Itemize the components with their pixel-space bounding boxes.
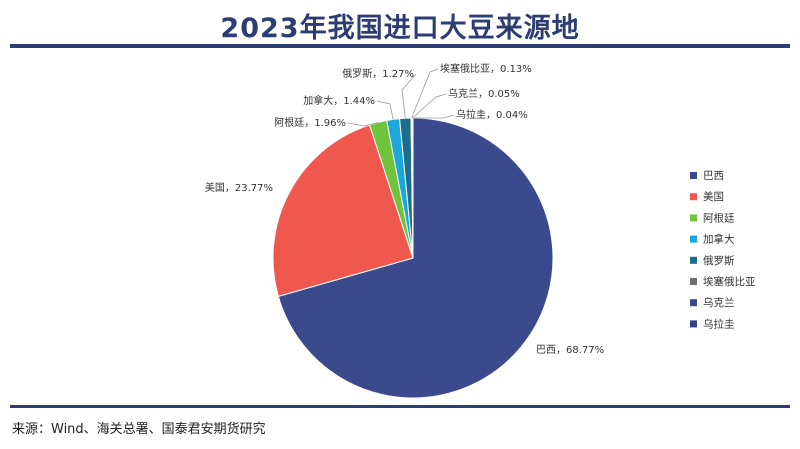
data-label-4: 加拿大，1.44% [303, 94, 375, 107]
legend-label-3: 阿根廷 [703, 211, 735, 224]
leader-line-4 [376, 100, 394, 120]
chart-title: 2023年我国进口大豆来源地 [220, 13, 580, 44]
legend-swatch-1 [690, 172, 697, 179]
legend-label-4: 加拿大 [703, 233, 735, 246]
legend-swatch-4 [690, 235, 697, 243]
legend-swatch-2 [690, 193, 697, 201]
pie-slice-2 [272, 124, 414, 297]
data-label-5: 俄罗斯，1.27% [342, 67, 414, 80]
leader-line-8 [412, 114, 455, 119]
leader-line-5 [401, 73, 417, 119]
title-underline [10, 44, 790, 48]
legend-swatch-5 [690, 256, 697, 264]
legend-swatch-7 [690, 299, 697, 307]
legend-swatch-3 [690, 214, 697, 222]
pie-slice-1 [277, 117, 554, 399]
legend-swatch-8 [690, 320, 697, 328]
pie-slices [272, 117, 554, 399]
data-label-2: 美国，23.77% [205, 181, 273, 194]
legend-label-1: 巴西 [703, 170, 724, 182]
legend-label-8: 乌拉圭 [703, 317, 735, 330]
data-label-3: 阿根廷，1.96% [274, 116, 346, 129]
legend-label-2: 美国 [703, 190, 724, 203]
legend-label-5: 俄罗斯 [703, 254, 735, 267]
leader-lines [347, 68, 455, 127]
legend-swatch-6 [690, 278, 697, 285]
data-label-6: 埃塞俄比亚，0.13% [440, 62, 532, 75]
leader-line-7 [412, 93, 447, 119]
data-label-1: 巴西，68.77% [536, 344, 604, 356]
data-label-8: 乌拉圭，0.04% [456, 108, 528, 121]
source-note: 来源：Wind、海关总署、国泰君安期货研究 [12, 422, 266, 437]
legend-label-6: 埃塞俄比亚 [703, 275, 756, 288]
leader-line-6 [411, 68, 439, 119]
leader-line-3 [347, 122, 379, 127]
footer-divider [10, 405, 790, 408]
data-label-7: 乌克兰，0.05% [448, 87, 520, 100]
data-labels: 巴西，68.77% 美国，23.77% 阿根廷，1.96% 加拿大，1.44% 俄罗斯，… [205, 62, 604, 356]
legend-label-7: 乌克兰 [703, 296, 735, 309]
